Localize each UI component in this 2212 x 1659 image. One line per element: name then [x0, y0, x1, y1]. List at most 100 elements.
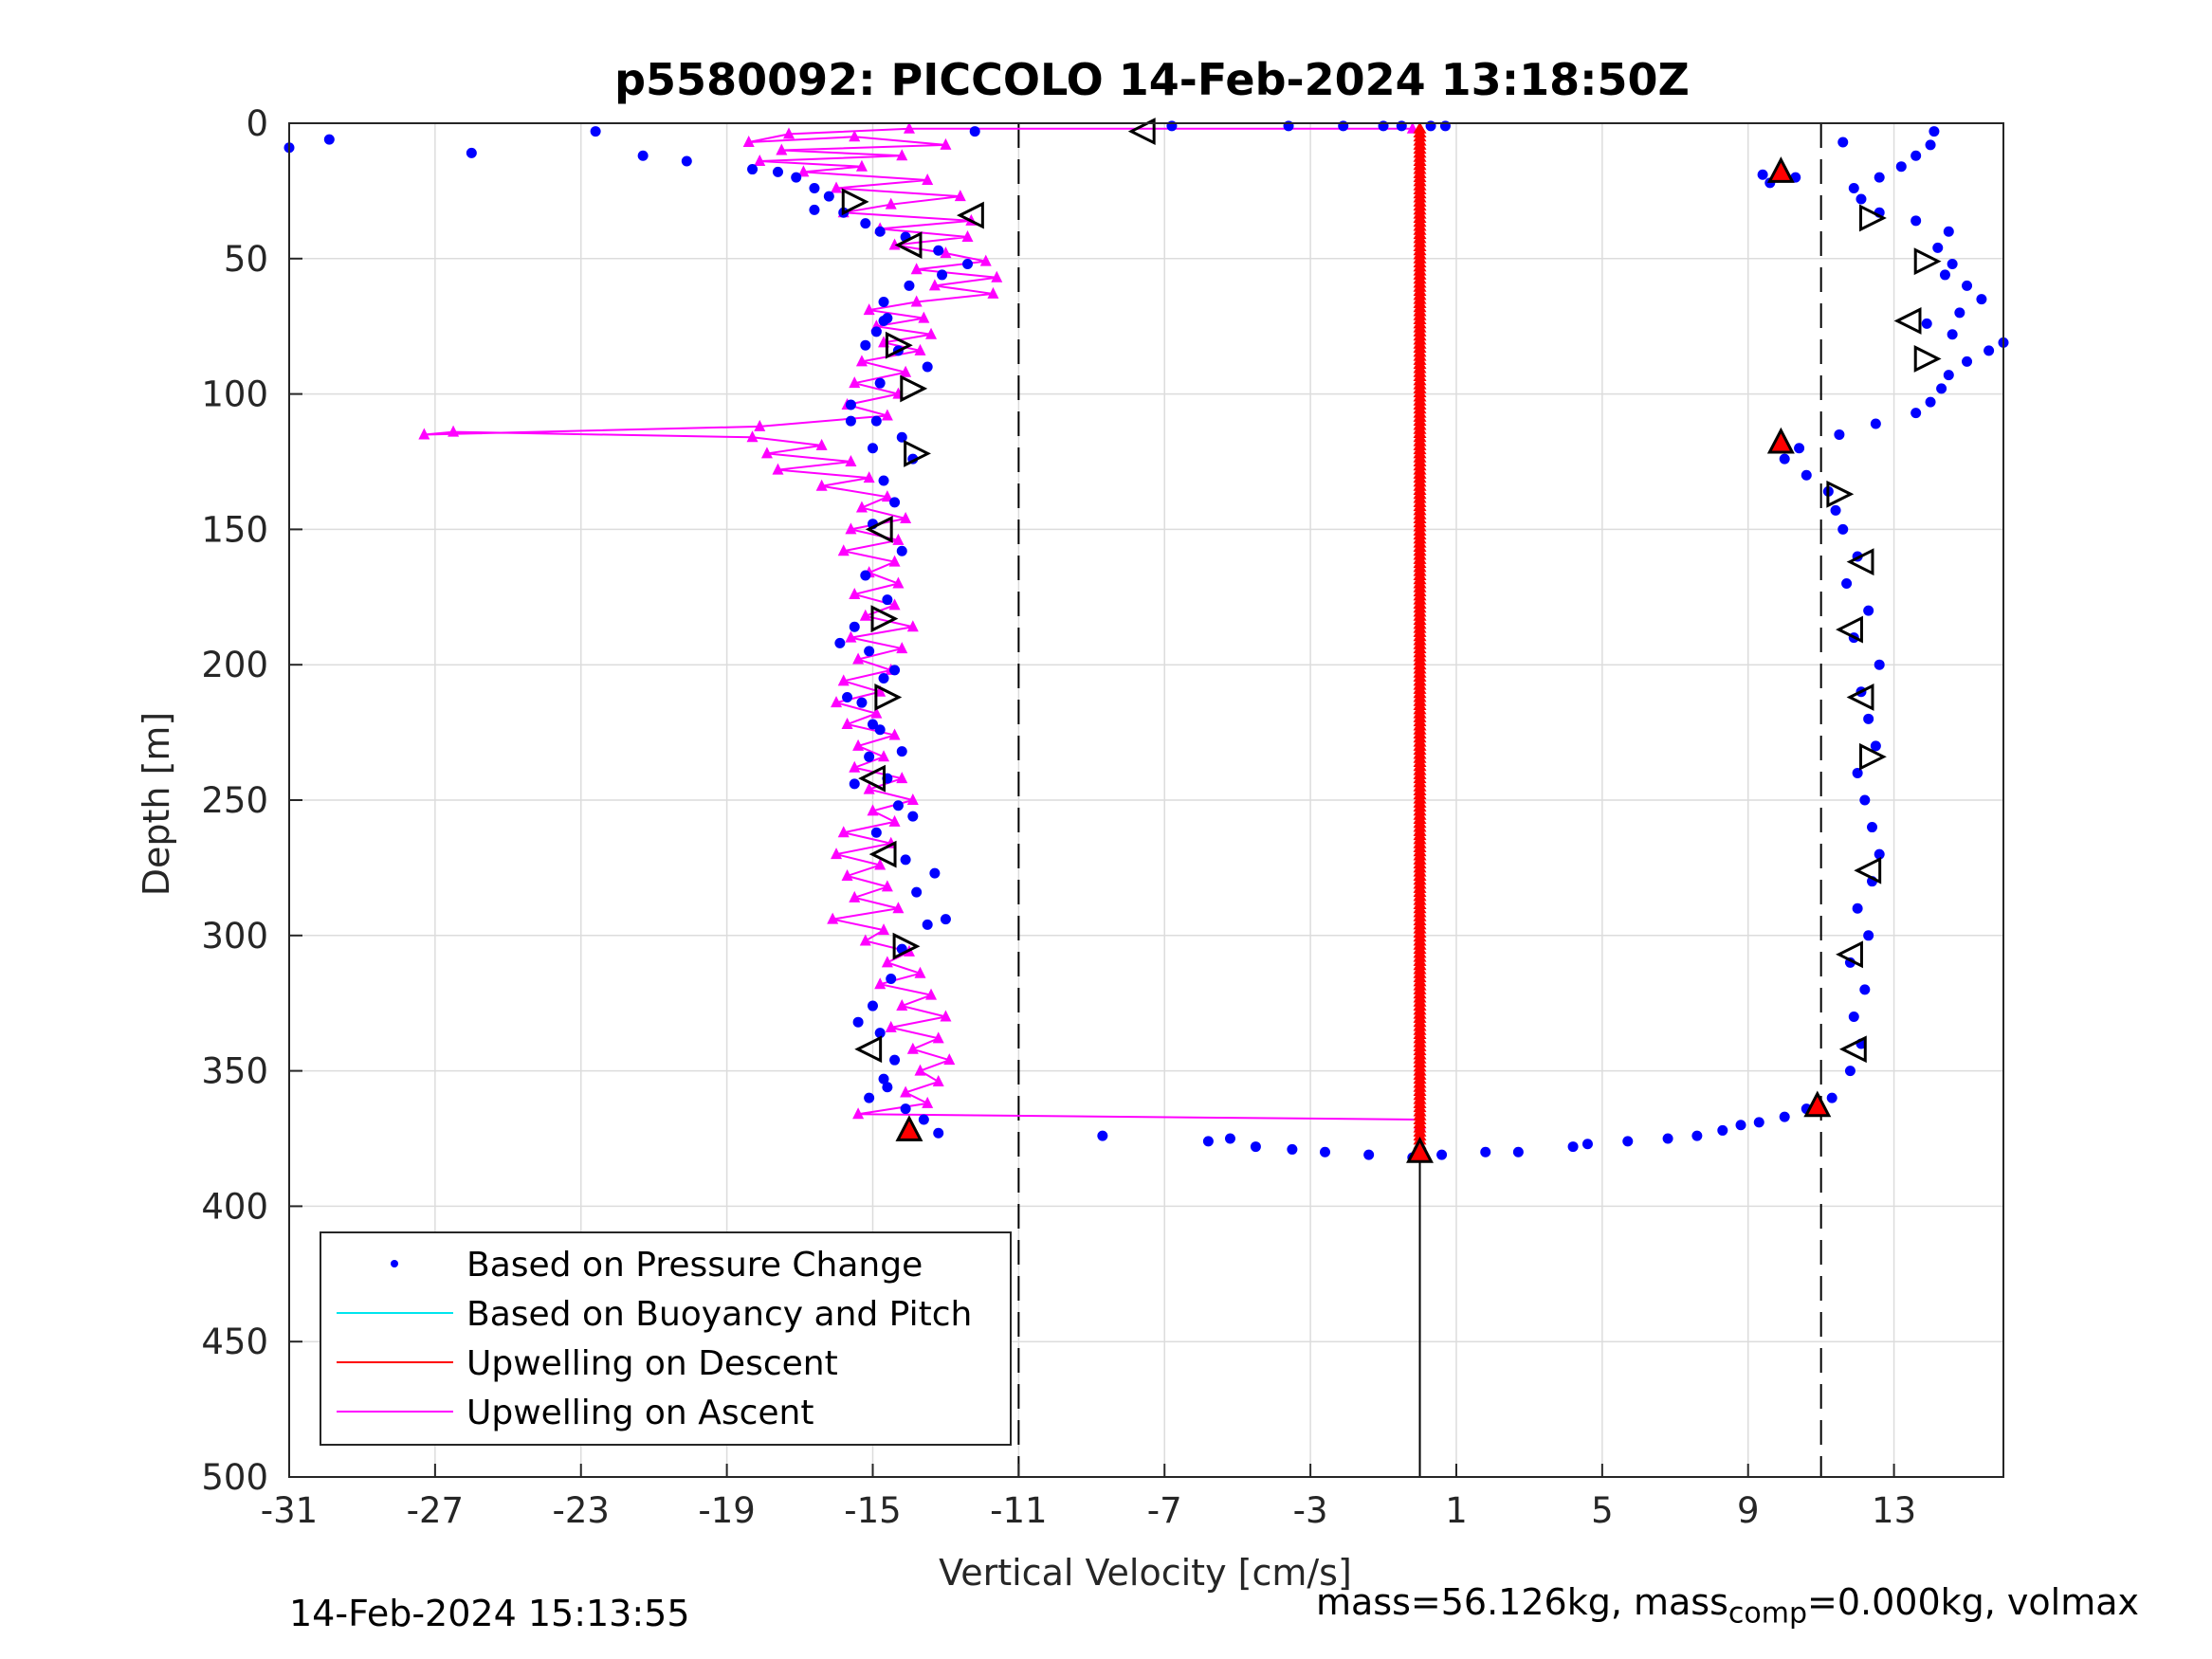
ascent-point: [867, 804, 879, 816]
pressure-point: [1436, 1149, 1448, 1160]
pressure-point: [864, 1092, 875, 1103]
ascent-point: [943, 1053, 956, 1066]
ascent-point: [892, 902, 905, 914]
ascent-point: [863, 471, 875, 483]
pressure-point: [867, 719, 878, 730]
pressure-point: [896, 746, 907, 757]
pressure-point: [864, 646, 875, 657]
footer-mass-info: mass=56.126kg, masscomp=0.000kg, volmax: [1316, 1581, 2139, 1631]
ascent-point: [888, 555, 901, 567]
ascent-point: [922, 173, 934, 185]
ascent-point: [742, 135, 755, 147]
ascent-point: [831, 848, 843, 860]
pressure-point: [933, 1127, 944, 1139]
ascent-point: [837, 674, 850, 686]
y-tick-label: 500: [201, 1457, 268, 1498]
ascent-point: [849, 760, 861, 773]
y-tick-label: 0: [246, 103, 268, 144]
ascent-point: [874, 977, 887, 990]
pressure-point: [1874, 659, 1885, 670]
x-tick-label: -7: [1147, 1490, 1182, 1531]
ascent-point: [837, 826, 850, 838]
pressure-point: [1867, 822, 1878, 833]
pressure-point: [1735, 1120, 1746, 1131]
x-tick-label: 9: [1737, 1490, 1760, 1531]
pressure-point: [1622, 1136, 1634, 1147]
pressure-point: [1962, 356, 1973, 367]
pressure-point: [791, 172, 802, 183]
triangle-right-marker: [892, 932, 921, 960]
pressure-point: [896, 545, 907, 556]
ascent-point: [881, 956, 893, 968]
pressure-point: [878, 672, 889, 684]
pressure-point: [892, 800, 904, 811]
ascent-point: [906, 620, 919, 632]
ascent-point: [859, 934, 871, 946]
ascent-point: [932, 1075, 944, 1087]
pressure-point: [1097, 1130, 1108, 1141]
triangle-left-marker: [1846, 684, 1874, 711]
legend-swatch-pressure: [391, 1260, 398, 1267]
triangle-markers: [841, 118, 1942, 1163]
triangle-left-marker: [1854, 856, 1882, 884]
triangle-left-marker: [868, 840, 897, 868]
x-tick-label: -23: [553, 1490, 610, 1531]
mass-rest: =0.000kg, volmax: [1807, 1581, 2140, 1623]
pressure-point: [860, 218, 871, 229]
y-axis-label: Depth [m]: [136, 712, 177, 897]
ascent-point: [918, 311, 930, 323]
ascent-point: [896, 149, 908, 161]
pressure-point: [1779, 1111, 1790, 1122]
triangle-up-marker: [1766, 156, 1795, 183]
triangle-right-marker: [1913, 247, 1942, 276]
pressure-point: [904, 280, 915, 291]
y-tick-label: 450: [201, 1322, 268, 1362]
y-tick-label: 250: [201, 780, 268, 821]
ascent-point: [885, 1020, 897, 1032]
pressure-point: [681, 155, 692, 167]
upwelling-descent-series: [1413, 121, 1427, 1149]
mass-text: mass=56.126kg, mass: [1316, 1581, 1728, 1623]
x-tick-label: -19: [698, 1490, 755, 1531]
ascent-point: [979, 254, 992, 266]
pressure-point: [1287, 1143, 1298, 1155]
ascent-point: [855, 355, 868, 367]
pressure-point: [1895, 161, 1907, 173]
pressure-point: [1910, 150, 1922, 161]
chart-title: p5580092: PICCOLO 14-Feb-2024 13:18:50Z: [614, 54, 1690, 105]
pressure-point: [1863, 713, 1874, 724]
axis-ticks: -31 -27 -23 -19 -15 -11 -7 -3 1 5 9 130501001502002…: [201, 103, 1916, 1531]
pressure-point: [900, 854, 911, 866]
pressure-point: [1757, 169, 1768, 180]
ascent-point: [831, 696, 843, 708]
pressure-point: [878, 296, 889, 307]
pressure-point: [1581, 1139, 1593, 1150]
triangle-right-marker: [1913, 345, 1942, 373]
ascent-point: [772, 463, 784, 475]
ascent-point: [776, 143, 788, 155]
pressure-point: [1852, 902, 1863, 914]
pressure-point: [809, 183, 820, 194]
pressure-point: [809, 204, 820, 215]
triangle-left-marker: [956, 201, 984, 229]
ascent-point: [914, 966, 926, 978]
pressure-point: [864, 751, 875, 762]
ascent-point: [859, 609, 871, 621]
ascent-point: [906, 793, 919, 805]
ascent-point: [925, 988, 938, 1000]
triangle-left-marker: [1838, 1035, 1867, 1064]
triangle-right-marker: [885, 331, 913, 359]
ascent-point: [932, 1031, 944, 1044]
y-tick-label: 150: [201, 509, 268, 550]
pressure-point: [922, 361, 933, 373]
pressure-point: [1794, 443, 1805, 454]
ascent-point: [783, 127, 795, 139]
pressure-point: [889, 497, 901, 508]
pressure-point: [1826, 1092, 1837, 1103]
x-tick-label: 1: [1445, 1490, 1468, 1531]
pressure-point: [1939, 269, 1950, 281]
ascent-point: [888, 814, 901, 827]
triangle-left-marker: [858, 764, 886, 793]
ascent-point: [922, 1096, 934, 1108]
legend-label-pressure: Based on Pressure Change: [466, 1246, 923, 1285]
